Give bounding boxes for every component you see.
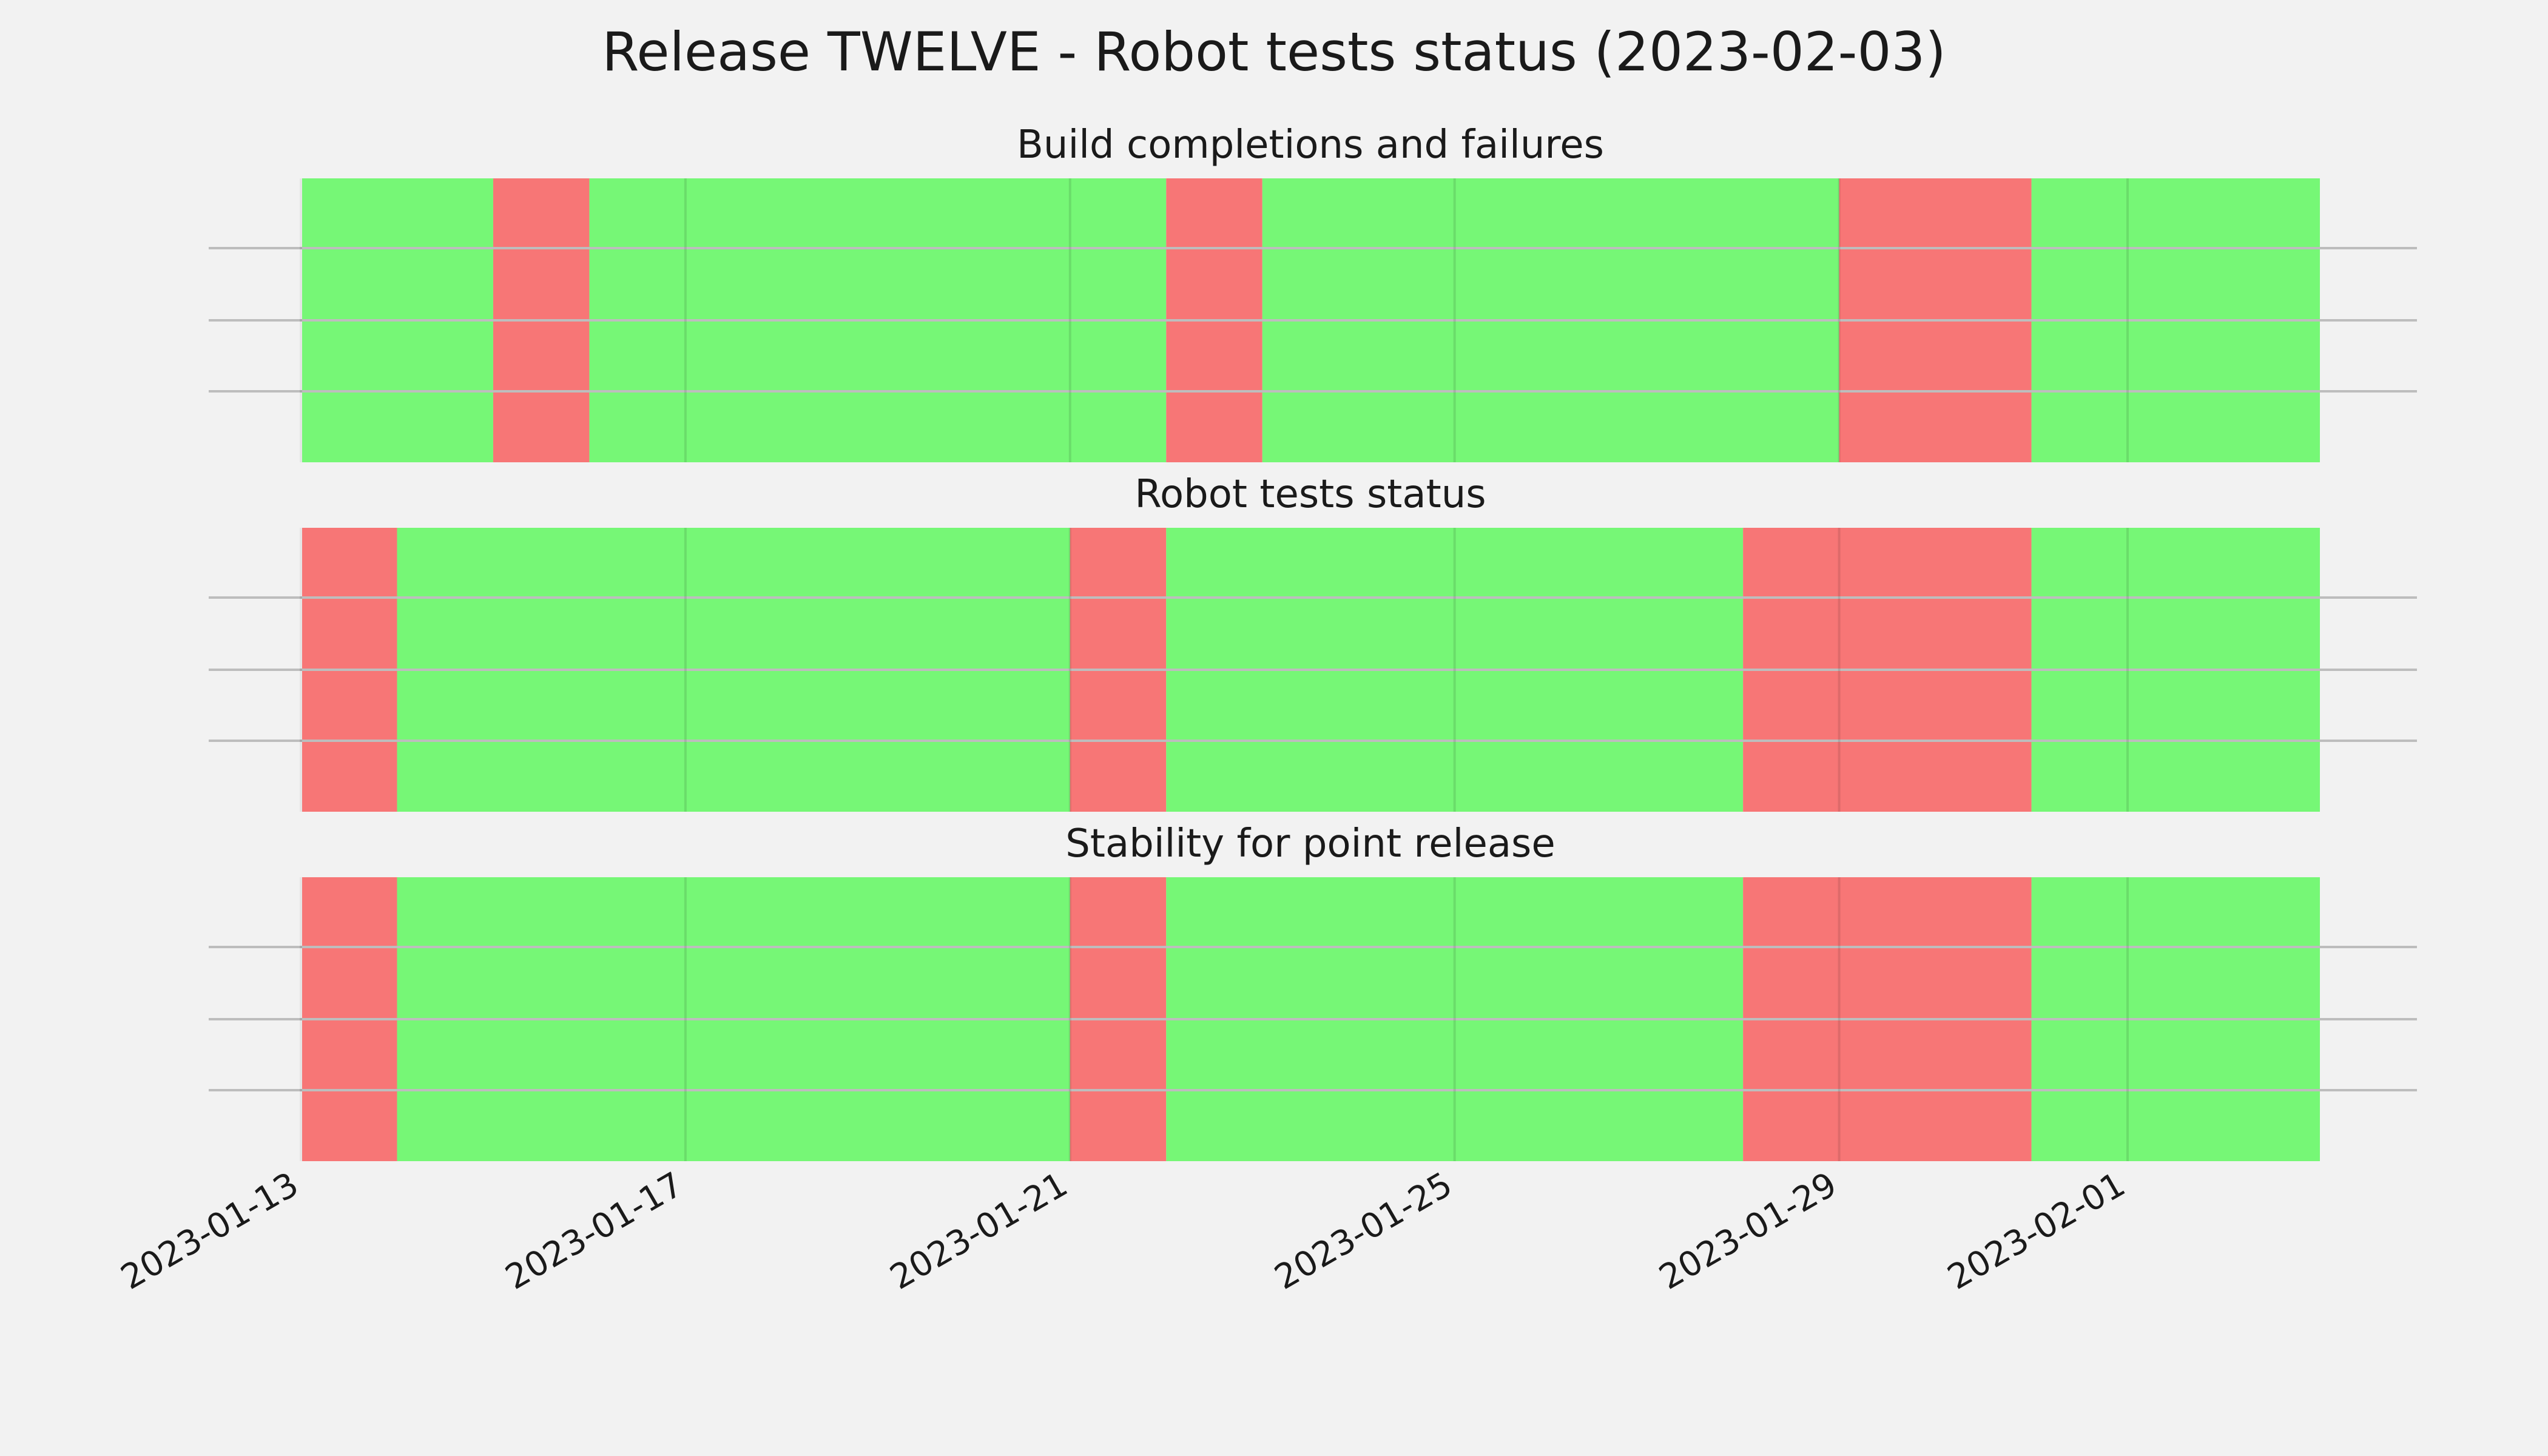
panel-title: Robot tests status [1134,472,1486,517]
panel-1: Build completions and failures [209,123,2417,462]
panel-3: Stability for point release [209,821,2417,1161]
panel-title: Build completions and failures [1017,123,1604,167]
panel-title: Stability for point release [1065,821,1555,866]
panel-2: Robot tests status [209,472,2417,812]
chart-title: Release TWELVE - Robot tests status (202… [602,21,1946,83]
chart-panels: Build completions and failures Robot test… [209,123,2417,1161]
